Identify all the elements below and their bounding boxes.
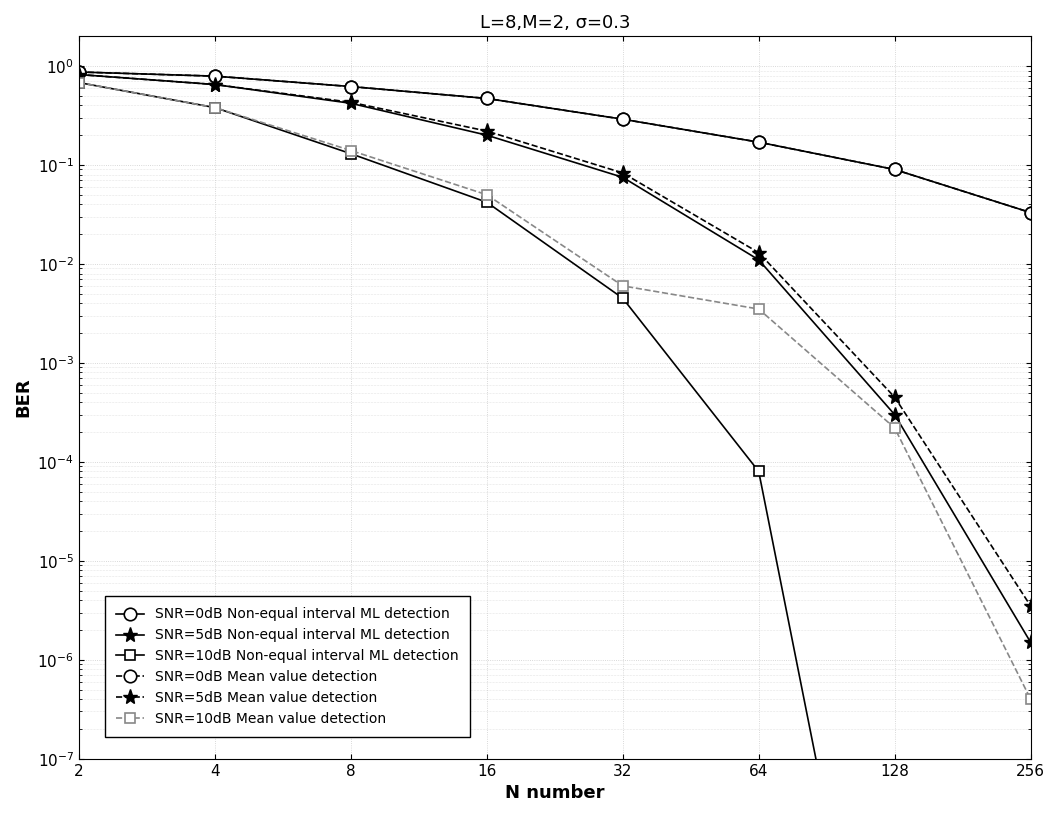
SNR=0dB Mean value detection — [344, 82, 357, 91]
SNR=10dB Mean value detection — [344, 145, 357, 155]
SNR=0dB Non-equal interval ML detection — [889, 165, 901, 175]
SNR=5dB Mean value detection — [73, 69, 86, 79]
Legend: SNR=0dB Non-equal interval ML detection, SNR=5dB Non-equal interval ML detection: SNR=0dB Non-equal interval ML detection,… — [105, 596, 469, 738]
SNR=0dB Non-equal interval ML detection — [481, 94, 493, 104]
SNR=5dB Non-equal interval ML detection — [752, 255, 765, 264]
SNR=5dB Non-equal interval ML detection — [344, 99, 357, 109]
SNR=0dB Non-equal interval ML detection — [752, 137, 765, 147]
Line: SNR=10dB Mean value detection: SNR=10dB Mean value detection — [74, 78, 1036, 704]
SNR=5dB Mean value detection — [616, 168, 629, 178]
SNR=0dB Mean value detection — [889, 165, 901, 175]
SNR=10dB Mean value detection — [481, 190, 493, 200]
Line: SNR=5dB Non-equal interval ML detection: SNR=5dB Non-equal interval ML detection — [71, 67, 1038, 650]
SNR=5dB Non-equal interval ML detection — [209, 80, 221, 90]
SNR=5dB Non-equal interval ML detection — [481, 131, 493, 140]
SNR=0dB Non-equal interval ML detection — [73, 67, 86, 77]
SNR=0dB Non-equal interval ML detection — [344, 82, 357, 91]
SNR=5dB Mean value detection — [889, 392, 901, 402]
Title: L=8,M=2, σ=0.3: L=8,M=2, σ=0.3 — [480, 14, 630, 32]
Line: SNR=0dB Mean value detection: SNR=0dB Mean value detection — [73, 66, 1037, 219]
SNR=5dB Non-equal interval ML detection — [1024, 637, 1037, 647]
SNR=10dB Mean value detection — [616, 281, 629, 290]
SNR=10dB Mean value detection — [889, 423, 901, 432]
SNR=10dB Mean value detection — [209, 103, 221, 113]
SNR=0dB Mean value detection — [481, 94, 493, 104]
Line: SNR=10dB Non-equal interval ML detection: SNR=10dB Non-equal interval ML detection — [74, 78, 1036, 816]
SNR=5dB Mean value detection — [752, 248, 765, 258]
SNR=10dB Non-equal interval ML detection — [73, 78, 86, 87]
SNR=0dB Non-equal interval ML detection — [1024, 208, 1037, 218]
Line: SNR=0dB Non-equal interval ML detection: SNR=0dB Non-equal interval ML detection — [73, 66, 1037, 219]
Line: SNR=5dB Mean value detection: SNR=5dB Mean value detection — [71, 67, 1038, 614]
SNR=5dB Non-equal interval ML detection — [73, 69, 86, 79]
SNR=10dB Non-equal interval ML detection — [344, 149, 357, 158]
SNR=5dB Mean value detection — [1024, 601, 1037, 611]
SNR=0dB Mean value detection — [73, 67, 86, 77]
SNR=10dB Non-equal interval ML detection — [616, 293, 629, 303]
SNR=10dB Mean value detection — [1024, 694, 1037, 704]
SNR=10dB Mean value detection — [73, 78, 86, 87]
SNR=10dB Non-equal interval ML detection — [481, 197, 493, 207]
SNR=5dB Non-equal interval ML detection — [889, 410, 901, 419]
SNR=0dB Mean value detection — [1024, 208, 1037, 218]
SNR=10dB Non-equal interval ML detection — [752, 467, 765, 477]
X-axis label: N number: N number — [505, 784, 605, 802]
SNR=0dB Non-equal interval ML detection — [616, 114, 629, 124]
Y-axis label: BER: BER — [14, 378, 32, 417]
SNR=0dB Mean value detection — [616, 114, 629, 124]
SNR=10dB Mean value detection — [752, 304, 765, 314]
SNR=0dB Mean value detection — [752, 137, 765, 147]
SNR=0dB Non-equal interval ML detection — [209, 71, 221, 81]
SNR=5dB Mean value detection — [209, 80, 221, 90]
SNR=5dB Mean value detection — [344, 97, 357, 107]
SNR=0dB Mean value detection — [209, 71, 221, 81]
SNR=5dB Mean value detection — [481, 126, 493, 136]
SNR=5dB Non-equal interval ML detection — [616, 172, 629, 182]
SNR=10dB Non-equal interval ML detection — [209, 103, 221, 113]
